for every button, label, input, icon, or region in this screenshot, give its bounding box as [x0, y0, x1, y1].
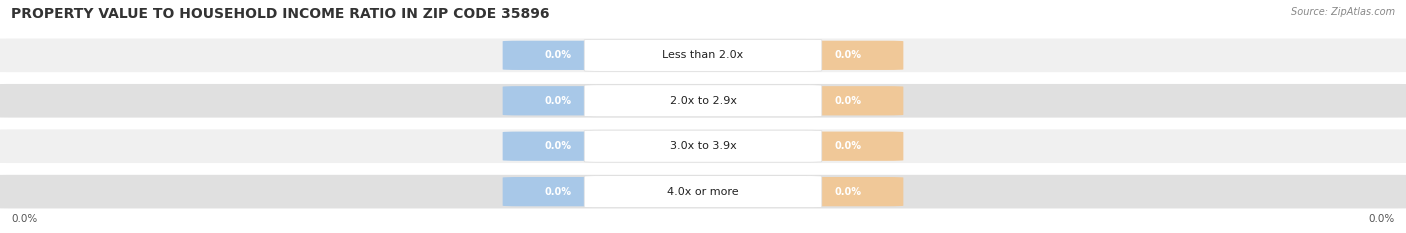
Text: 3.0x to 3.9x: 3.0x to 3.9x — [669, 141, 737, 151]
Text: 0.0%: 0.0% — [834, 187, 862, 197]
FancyBboxPatch shape — [503, 177, 614, 206]
Text: 2.0x to 2.9x: 2.0x to 2.9x — [669, 96, 737, 106]
Text: 0.0%: 0.0% — [834, 141, 862, 151]
Text: 0.0%: 0.0% — [834, 50, 862, 60]
Text: 0.0%: 0.0% — [1368, 214, 1395, 224]
FancyBboxPatch shape — [0, 129, 1406, 163]
FancyBboxPatch shape — [503, 132, 614, 161]
Text: 0.0%: 0.0% — [544, 187, 572, 197]
FancyBboxPatch shape — [585, 85, 821, 117]
Text: 4.0x or more: 4.0x or more — [668, 187, 738, 197]
Text: 0.0%: 0.0% — [11, 214, 38, 224]
Text: 0.0%: 0.0% — [544, 50, 572, 60]
Text: Source: ZipAtlas.com: Source: ZipAtlas.com — [1291, 7, 1395, 17]
FancyBboxPatch shape — [503, 86, 614, 115]
Text: PROPERTY VALUE TO HOUSEHOLD INCOME RATIO IN ZIP CODE 35896: PROPERTY VALUE TO HOUSEHOLD INCOME RATIO… — [11, 7, 550, 21]
FancyBboxPatch shape — [0, 84, 1406, 118]
FancyBboxPatch shape — [585, 176, 821, 208]
FancyBboxPatch shape — [0, 38, 1406, 72]
Text: 0.0%: 0.0% — [544, 141, 572, 151]
FancyBboxPatch shape — [793, 41, 903, 70]
FancyBboxPatch shape — [793, 132, 903, 161]
Text: 0.0%: 0.0% — [834, 96, 862, 106]
Text: 0.0%: 0.0% — [544, 96, 572, 106]
FancyBboxPatch shape — [0, 175, 1406, 209]
FancyBboxPatch shape — [793, 86, 903, 115]
FancyBboxPatch shape — [585, 130, 821, 162]
Text: Less than 2.0x: Less than 2.0x — [662, 50, 744, 60]
FancyBboxPatch shape — [585, 39, 821, 71]
FancyBboxPatch shape — [793, 177, 903, 206]
FancyBboxPatch shape — [503, 41, 614, 70]
